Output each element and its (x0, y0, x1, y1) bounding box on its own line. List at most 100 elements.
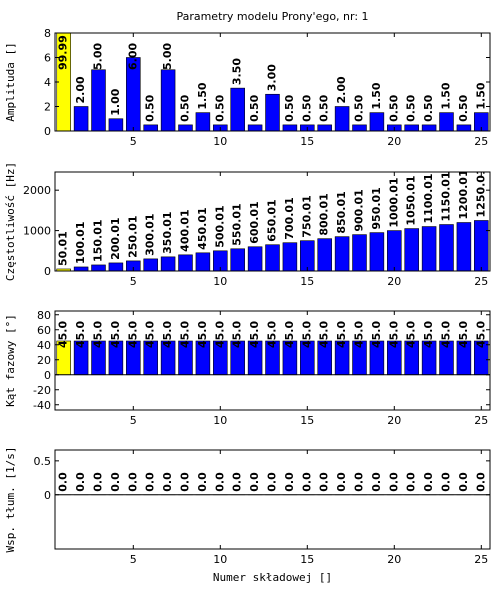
value-label: 0.0 (422, 472, 435, 492)
value-label: 300.01 (144, 213, 157, 255)
bar (247, 124, 263, 131)
value-label: 45.0 (457, 321, 470, 348)
value-label: 950.01 (370, 187, 383, 229)
value-label: 0.0 (266, 472, 279, 492)
value-label: 0.0 (248, 472, 261, 492)
x-tick-label: 20 (387, 553, 401, 566)
value-label: 45.0 (74, 321, 87, 348)
bar (474, 220, 489, 271)
value-label: 0.0 (196, 472, 209, 492)
value-label: 0.0 (144, 472, 157, 492)
bar (282, 124, 298, 131)
value-label: 0.0 (213, 472, 226, 492)
y-tick-label: 80 (37, 309, 51, 322)
value-label: 800.01 (318, 193, 331, 235)
bar (230, 87, 245, 131)
x-tick-label: 10 (213, 275, 227, 288)
value-label: 45.0 (318, 321, 331, 348)
bar (56, 33, 71, 131)
value-label: 0.0 (126, 472, 139, 492)
value-label: 0.0 (440, 472, 453, 492)
value-label: 0.0 (57, 472, 70, 492)
value-label: 250.01 (126, 215, 139, 257)
value-label: 0.50 (422, 94, 435, 121)
value-label: 45.0 (440, 321, 453, 348)
x-tick-label: 15 (300, 414, 314, 427)
value-label: 900.01 (353, 189, 366, 231)
bar (91, 264, 106, 271)
y-tick-label: 0 (44, 265, 51, 278)
bar (387, 230, 402, 271)
value-label: 5.00 (161, 43, 174, 70)
value-label: 1050.01 (405, 175, 418, 225)
value-label: 45.0 (179, 321, 192, 348)
y-tick-label: 40 (37, 339, 51, 352)
value-label: 45.0 (144, 321, 157, 348)
value-label: 45.0 (213, 321, 226, 348)
value-label: 45.0 (248, 321, 261, 348)
x-tick-label: 25 (474, 553, 488, 566)
x-tick-label: 10 (213, 553, 227, 566)
bar (439, 112, 454, 131)
value-label: 1.50 (440, 82, 453, 109)
y-tick-label: 6 (44, 52, 51, 65)
y-tick-label: 1000 (23, 225, 51, 238)
value-label: 1250.01 (474, 167, 487, 217)
bar (126, 57, 141, 131)
value-label: 50.01 (57, 231, 70, 266)
bar (73, 106, 89, 131)
bar (178, 124, 193, 131)
axes-box (54, 171, 491, 272)
value-label: 1200.01 (457, 169, 470, 219)
x-tick-label: 10 (213, 135, 227, 148)
value-label: 150.01 (92, 219, 105, 261)
plot-area: 99.99 2.00 5.00 1.00 6.00 0.50 5.00 0.50 1.50 0.5… (56, 33, 489, 131)
value-label: 0.0 (335, 472, 348, 492)
value-label: 45.0 (109, 321, 122, 348)
plot-area: 0.0 0.0 0.0 0.0 0.0 0.0 0.0 0.0 0.0 0.0 0.0 0.0 0.0 0… (55, 472, 490, 496)
x-tick-label: 25 (474, 414, 488, 427)
value-label: 6.00 (126, 43, 139, 70)
x-tick-label: 20 (387, 275, 401, 288)
bar (230, 248, 245, 271)
bar (352, 234, 367, 271)
y-tick-label: 60 (37, 324, 51, 337)
x-tick-label: 25 (474, 135, 488, 148)
bar (421, 226, 437, 271)
x-tick-label: 15 (300, 275, 314, 288)
value-label: 400.01 (179, 209, 192, 251)
value-label: 45.0 (283, 321, 296, 348)
x-tick-label: 25 (474, 275, 488, 288)
value-label: 2.00 (74, 76, 87, 103)
value-label: 45.0 (300, 321, 313, 348)
bar (352, 124, 367, 131)
value-label: 0.0 (387, 472, 400, 492)
y-tick-label: 2 (44, 101, 51, 114)
bar (265, 93, 280, 131)
value-label: 0.0 (161, 472, 174, 492)
bar (108, 118, 124, 131)
value-label: 100.01 (74, 222, 87, 264)
bar (73, 266, 89, 271)
value-label: 45.0 (161, 321, 174, 348)
value-label: 450.01 (196, 207, 209, 249)
plot-area: 50.01 100.01 150.01 200.01 250.01 300.01 350.0… (56, 167, 489, 271)
value-label: 0.0 (109, 472, 122, 492)
y-tick-label: 0.5 (34, 455, 52, 468)
value-label: 0.0 (300, 472, 313, 492)
bar (404, 124, 419, 131)
value-label: 0.50 (405, 94, 418, 121)
bar (108, 262, 124, 271)
value-label: 45.0 (57, 321, 70, 348)
value-label: 45.0 (422, 321, 435, 348)
value-label: 45.0 (405, 321, 418, 348)
bar (91, 69, 106, 131)
value-label: 0.0 (405, 472, 418, 492)
y-axis-label: Częstotliwość [Hz] (4, 162, 17, 281)
value-label: 0.50 (213, 94, 226, 121)
y-tick-label: 0 (44, 489, 51, 502)
value-label: 45.0 (196, 321, 209, 348)
value-label: 550.01 (231, 203, 244, 245)
x-tick-label: 20 (387, 135, 401, 148)
